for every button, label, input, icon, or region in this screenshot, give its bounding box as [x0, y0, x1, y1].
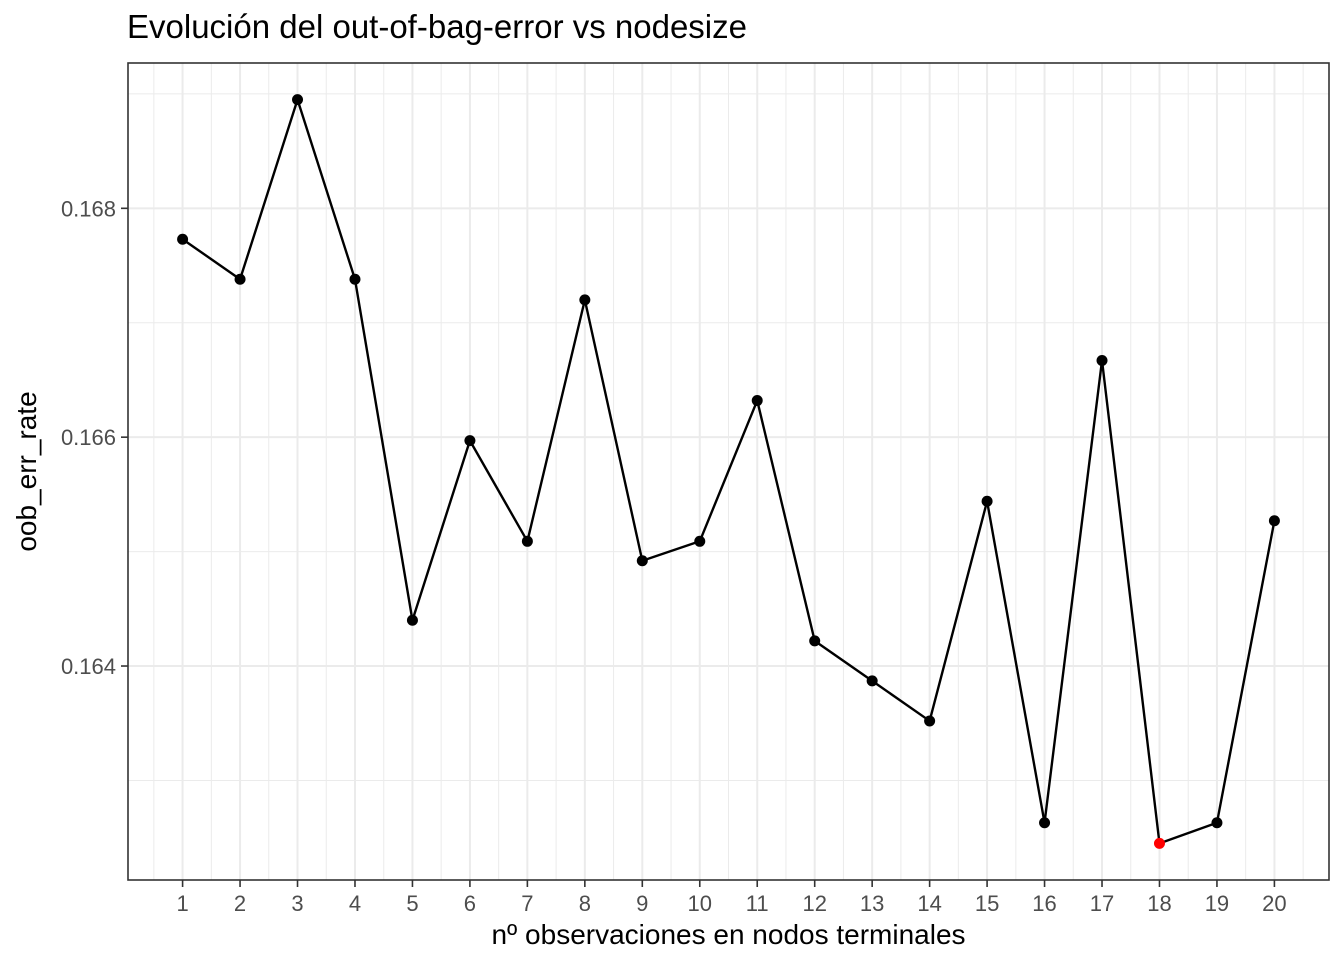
- x-tick-label: 7: [521, 891, 533, 916]
- x-tick-label: 3: [291, 891, 303, 916]
- series-line-segment: [583, 298, 644, 562]
- data-point: [349, 273, 361, 285]
- data-point: [292, 94, 304, 106]
- series-line-segment: [928, 500, 989, 723]
- x-tick-label: 19: [1205, 891, 1229, 916]
- x-tick-label: 18: [1147, 891, 1171, 916]
- series-line-segment: [641, 540, 701, 562]
- data-point: [521, 535, 533, 547]
- data-point: [579, 294, 591, 306]
- x-axis-title: nº observaciones en nodos terminales: [491, 919, 965, 950]
- data-point: [981, 495, 993, 507]
- series-line-segment: [1043, 359, 1104, 824]
- series-line-segment: [813, 639, 874, 683]
- y-tick-label: 0.164: [61, 654, 116, 679]
- series-line-segment: [353, 278, 414, 622]
- x-tick-label: 6: [464, 891, 476, 916]
- data-points: [177, 94, 1280, 849]
- data-point: [751, 395, 763, 407]
- chart-title: Evolución del out-of-bag-error vs nodesi…: [127, 8, 747, 45]
- series-line-segment: [756, 399, 816, 643]
- y-axis: 0.164 0.166 0.168: [61, 196, 128, 679]
- y-tick-label: 0.166: [61, 425, 116, 450]
- series-line-segment: [238, 98, 299, 281]
- data-point: [1096, 355, 1108, 367]
- panel-border: [127, 62, 1330, 881]
- series-line-segment: [698, 399, 759, 543]
- x-tick-label: 17: [1090, 891, 1114, 916]
- x-tick-label: 13: [860, 891, 884, 916]
- x-tick-label: 2: [234, 891, 246, 916]
- x-tick-label: 16: [1032, 891, 1056, 916]
- x-tick-label: 15: [975, 891, 999, 916]
- data-point: [1268, 515, 1280, 527]
- data-point: [866, 675, 878, 687]
- data-point: [636, 555, 648, 567]
- series-line-segment: [1215, 519, 1276, 824]
- series-line-segment: [870, 679, 931, 723]
- y-tick-label: 0.168: [61, 196, 116, 221]
- x-tick-label: 14: [917, 891, 941, 916]
- x-axis: 1 2 3 4 5 6 7 8 9 10 11 12 13 14 15 16 17 18 19 20: [176, 880, 1287, 916]
- x-tick-label: 1: [176, 891, 188, 916]
- data-point: [809, 635, 821, 647]
- data-point: [1211, 817, 1223, 829]
- data-point: [1039, 817, 1051, 829]
- data-point: [177, 233, 189, 245]
- series-lines: [181, 98, 1276, 845]
- series-line-segment: [411, 439, 472, 622]
- series-line-segment: [296, 98, 357, 281]
- series-line-segment: [1100, 359, 1161, 845]
- x-tick-label: 9: [636, 891, 648, 916]
- series-line-segment: [985, 500, 1046, 824]
- x-tick-label: 20: [1262, 891, 1286, 916]
- x-tick-label: 4: [349, 891, 361, 916]
- major-gridlines: [128, 63, 1329, 880]
- x-tick-label: 12: [802, 891, 826, 916]
- series-line-segment: [468, 439, 529, 543]
- x-tick-label: 11: [746, 891, 769, 916]
- x-tick-label: 5: [406, 891, 418, 916]
- data-point: [234, 273, 246, 285]
- data-point: [406, 614, 418, 626]
- data-point-highlight: [1153, 837, 1165, 849]
- y-axis-title: oob_err_rate: [11, 391, 42, 551]
- data-point: [694, 535, 706, 547]
- data-point: [464, 435, 476, 447]
- x-tick-label: 8: [579, 891, 591, 916]
- series-line-segment: [1158, 821, 1219, 845]
- x-tick-label: 10: [688, 891, 712, 916]
- series-line-segment: [526, 298, 587, 543]
- data-point: [924, 715, 936, 727]
- series-line-segment: [181, 238, 242, 281]
